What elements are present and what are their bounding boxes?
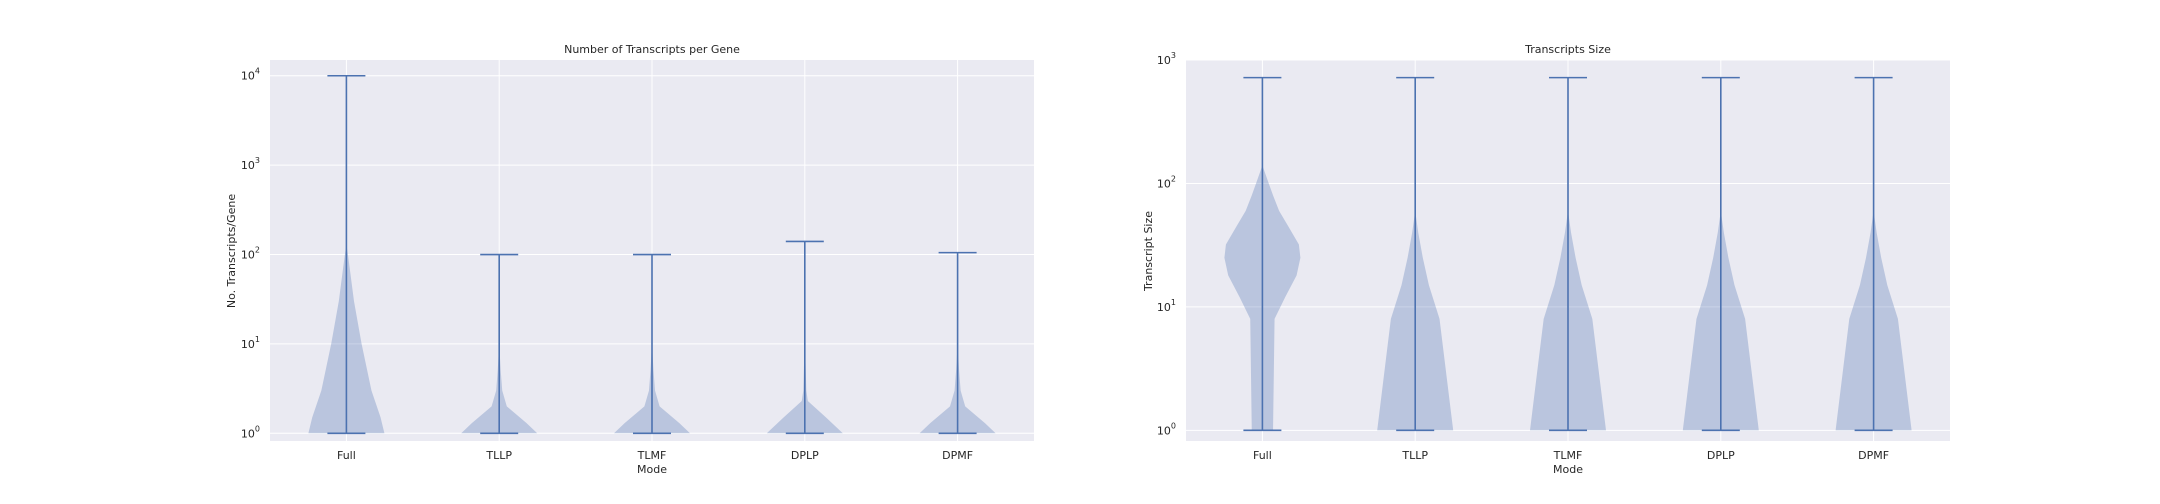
violins bbox=[1224, 76, 1912, 432]
x-tick-labels: Full TLLP TLMF DPLP DPMF bbox=[337, 449, 973, 462]
y-tick-label: 104 bbox=[241, 67, 260, 83]
violins bbox=[308, 74, 996, 435]
x-tick-labels: Full TLLP TLMF DPLP DPMF bbox=[1253, 449, 1889, 462]
x-tick-label: TLMF bbox=[637, 449, 667, 462]
chart-title: Transcripts Size bbox=[1524, 43, 1611, 56]
x-axis-label: Mode bbox=[637, 463, 667, 476]
x-tick-label: TLLP bbox=[485, 449, 512, 462]
chart-panel-transcripts-size: 100 101 102 103 Full TLLP TLMF DPLP DPMF Transc… bbox=[1142, 43, 1950, 476]
y-tick-labels: 100 101 102 103 bbox=[1157, 51, 1176, 437]
y-tick-label: 102 bbox=[1157, 174, 1176, 190]
y-tick-label: 103 bbox=[241, 156, 260, 172]
y-axis-label: Transcript Size bbox=[1142, 211, 1155, 292]
y-tick-label: 101 bbox=[241, 335, 260, 351]
x-tick-label: TLLP bbox=[1401, 449, 1428, 462]
x-tick-label: DPMF bbox=[942, 449, 973, 462]
y-tick-label: 101 bbox=[1157, 298, 1176, 314]
x-tick-label: TLMF bbox=[1553, 449, 1583, 462]
x-tick-label: Full bbox=[1253, 449, 1272, 462]
y-axis-label: No. Transcripts/Gene bbox=[225, 194, 238, 308]
y-tick-labels: 100 101 102 103 104 bbox=[241, 67, 260, 441]
y-tick-label: 100 bbox=[241, 424, 260, 440]
chart-title: Number of Transcripts per Gene bbox=[564, 43, 740, 56]
y-tick-label: 102 bbox=[241, 246, 260, 262]
y-tick-label: 100 bbox=[1157, 421, 1176, 437]
x-axis-label: Mode bbox=[1553, 463, 1583, 476]
x-tick-label: DPMF bbox=[1858, 449, 1889, 462]
x-tick-label: DPLP bbox=[1707, 449, 1735, 462]
chart-panel-transcripts-per-gene: 100 101 102 103 104 Full TLLP TLMF DPLP DPMF Num… bbox=[225, 43, 1034, 476]
x-tick-label: DPLP bbox=[791, 449, 819, 462]
x-tick-label: Full bbox=[337, 449, 356, 462]
y-tick-label: 103 bbox=[1157, 51, 1176, 67]
